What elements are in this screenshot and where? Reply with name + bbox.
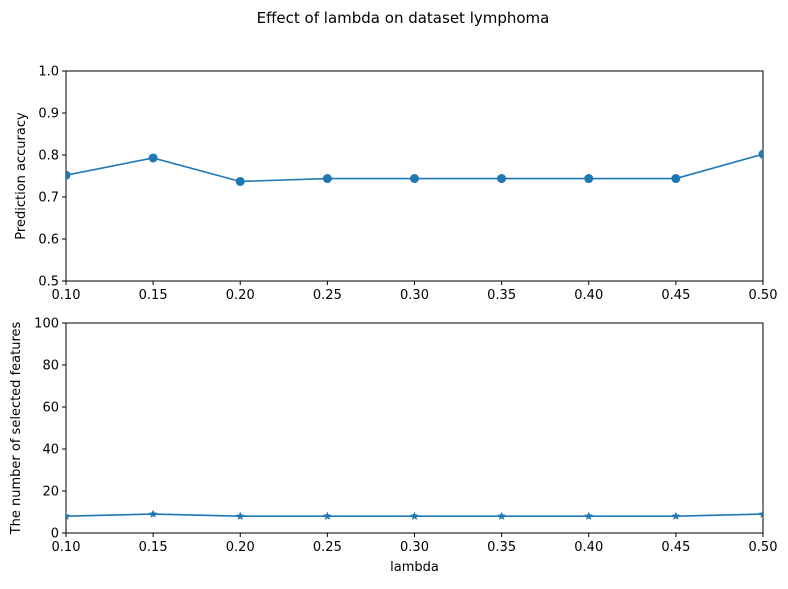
y-tick-label: 100	[34, 317, 59, 332]
x-tick-label: 0.10	[52, 288, 81, 303]
x-tick-label: 0.50	[749, 288, 778, 303]
x-tick-label: 0.45	[661, 288, 690, 303]
accuracy-subplot: 0.10 0.15 0.20 0.25 0.30 0.35 0.40 0.45 0.50 0.5 0…	[14, 65, 777, 304]
x-tick-label: 0.50	[749, 540, 778, 555]
data-point	[66, 511, 71, 520]
data-point	[235, 511, 245, 520]
data-point	[148, 509, 158, 518]
x-tick-label: 0.45	[661, 540, 690, 555]
data-point	[584, 174, 594, 184]
series-group	[66, 149, 763, 186]
data-point	[758, 509, 763, 518]
x-tick-label: 0.40	[574, 288, 603, 303]
y-tick-label: 0	[51, 527, 59, 542]
data-point	[584, 511, 594, 520]
x-tick-label: 0.35	[487, 540, 516, 555]
data-point	[148, 153, 158, 163]
y-tick-label: 0.7	[38, 191, 59, 206]
x-tick-label: 0.15	[139, 540, 168, 555]
x-tick-label: 0.35	[487, 288, 516, 303]
data-point	[410, 511, 419, 520]
y-tick-label: 1.0	[38, 65, 59, 80]
series-group	[66, 509, 763, 520]
y-tick-label: 0.6	[38, 233, 59, 248]
x-axis-label: lambda	[390, 560, 439, 575]
x-tick-label: 0.25	[313, 540, 342, 555]
y-tick-label: 0.8	[38, 149, 59, 164]
data-point	[497, 511, 506, 520]
features-subplot: 0.10 0.15 0.20 0.25 0.30 0.35 0.40 0.45 0.50 0 20 4…	[9, 317, 777, 576]
x-tick-label: 0.25	[313, 288, 342, 303]
y-tick-label: 80	[42, 359, 59, 374]
x-tick-label: 0.15	[139, 288, 168, 303]
x-tick-label: 0.20	[226, 540, 255, 555]
x-tick-label: 0.40	[574, 540, 603, 555]
data-point	[758, 149, 763, 159]
data-point	[322, 174, 332, 184]
y-tick-label: 40	[42, 443, 59, 458]
data-point	[410, 174, 419, 184]
x-tick-label: 0.20	[226, 288, 255, 303]
data-point	[66, 170, 71, 180]
x-tick-label: 0.30	[400, 540, 429, 555]
axes-frame	[65, 322, 764, 534]
data-point	[235, 176, 245, 186]
data-point	[323, 511, 332, 520]
chart-title: Effect of lambda on dataset lymphoma	[257, 9, 550, 27]
data-point	[671, 174, 681, 184]
x-tick-label: 0.30	[400, 288, 429, 303]
y-axis-label: Prediction accuracy	[14, 112, 29, 240]
y-tick-label: 0.5	[38, 275, 59, 290]
y-tick-label: 60	[42, 401, 59, 416]
y-tick-label: 20	[42, 485, 59, 500]
data-point	[497, 174, 507, 184]
data-point	[671, 511, 681, 520]
x-tick-label: 0.10	[52, 540, 81, 555]
y-axis-label: The number of selected features	[9, 321, 24, 535]
y-tick-label: 0.9	[38, 107, 59, 122]
